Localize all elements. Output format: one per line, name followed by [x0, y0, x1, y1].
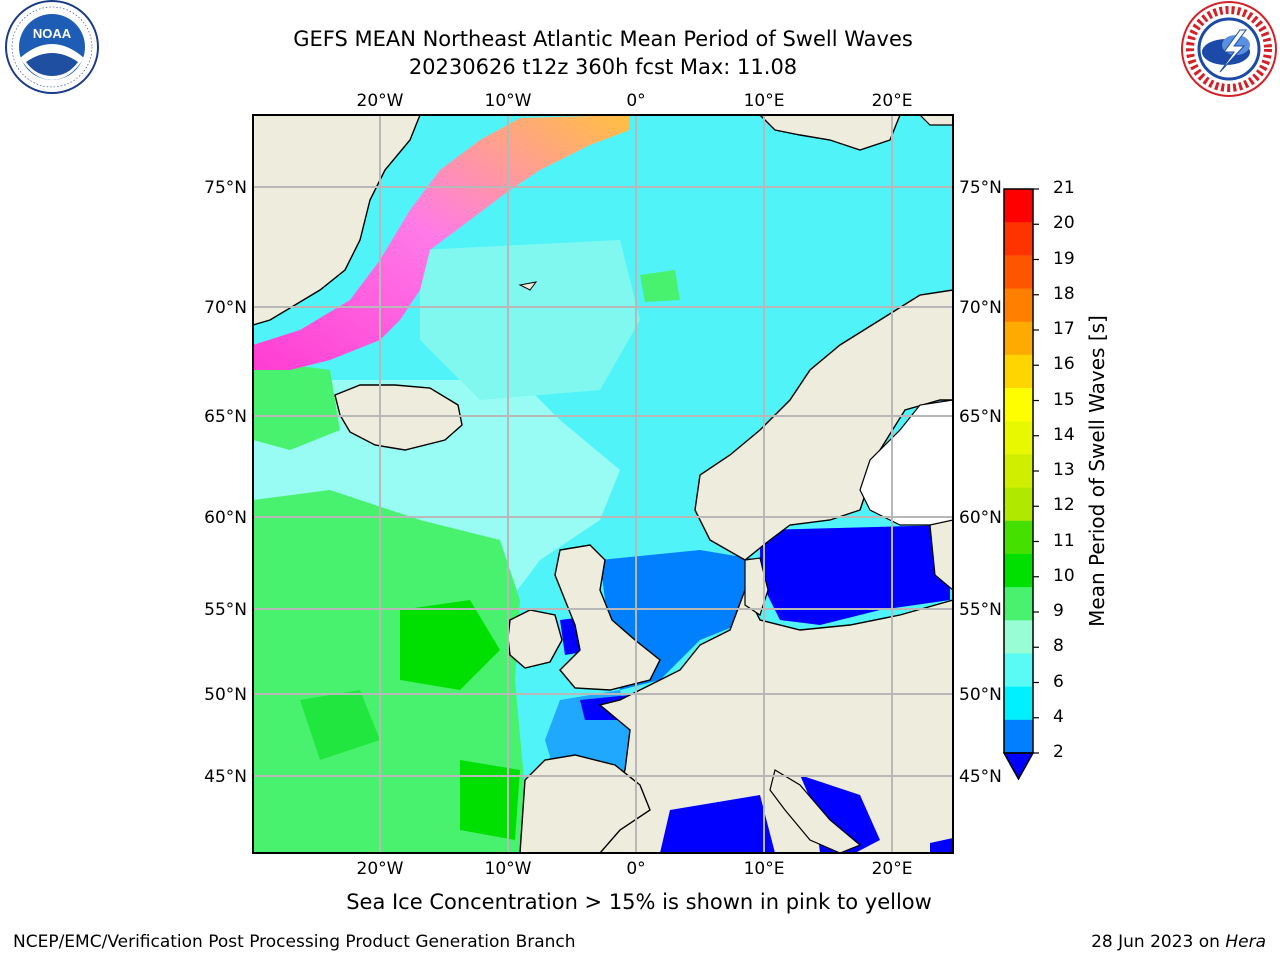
colorbar-swatch — [1004, 686, 1033, 721]
lat-label: 60°N — [204, 508, 247, 528]
colorbar-tick-label: 21 — [1053, 178, 1075, 198]
colorbar-tick-label: 14 — [1053, 424, 1075, 445]
colorbar-swatch — [1004, 354, 1033, 389]
colorbar-swatch — [1004, 321, 1033, 356]
colorbar-swatch — [1004, 189, 1033, 223]
colorbar-tick-label: 16 — [1053, 354, 1075, 375]
colorbar-swatch — [1004, 288, 1033, 323]
lat-label: 55°N — [959, 600, 1002, 620]
lat-label: 75°N — [959, 178, 1002, 198]
colorbar-swatch — [1004, 388, 1033, 422]
lat-label: 65°N — [204, 407, 247, 427]
lon-label: 20°E — [872, 91, 913, 111]
lat-label: 50°N — [959, 685, 1002, 705]
lat-label: 50°N — [204, 685, 247, 705]
chart-title: GEFS MEAN Northeast Atlantic Mean Period… — [293, 27, 913, 51]
lat-label: 70°N — [204, 298, 247, 318]
footer-branch: NCEP/EMC/Verification Post Processing Pr… — [13, 932, 576, 952]
colorbar-title: Mean Period of Swell Waves [s] — [1085, 315, 1109, 627]
noaa-logo: NOAA — [5, 0, 99, 94]
colorbar-tick-label: 11 — [1053, 530, 1075, 551]
colorbar-swatch — [1004, 487, 1033, 522]
svg-text:NOAA: NOAA — [33, 26, 72, 41]
colorbar-swatch — [1004, 653, 1033, 688]
colorbar-swatch — [1004, 255, 1033, 290]
lon-label: 0° — [626, 91, 645, 111]
lon-label: 20°E — [872, 859, 913, 879]
lon-label: 20°W — [357, 859, 404, 879]
colorbar-swatch — [1004, 421, 1033, 455]
colorbar-swatch — [1004, 719, 1033, 754]
colorbar-swatch — [1004, 222, 1033, 256]
lat-label: 70°N — [959, 298, 1002, 318]
lat-labels-left: 75°N 70°N 65°N 60°N 55°N 50°N 45°N — [204, 178, 247, 787]
colorbar-tick-label: 19 — [1053, 248, 1075, 269]
colorbar-swatch — [1004, 620, 1033, 654]
sea-ice-note: Sea Ice Concentration > 15% is shown in … — [346, 890, 932, 914]
graticule — [253, 115, 953, 853]
lon-label: 20°W — [357, 91, 404, 111]
colorbar-tick-label: 13 — [1053, 460, 1075, 480]
colorbar-tick-label: 8 — [1053, 636, 1064, 657]
colorbar-tick-label: 10 — [1053, 565, 1075, 586]
colorbar-tick-label: 9 — [1053, 601, 1064, 621]
map-frame — [252, 114, 954, 854]
colorbar-tick-label: 12 — [1053, 495, 1075, 516]
colorbar-tick-label: 20 — [1053, 213, 1075, 234]
lon-label: 10°W — [485, 859, 532, 879]
lon-labels-top: 20°W 10°W 0° 10°E 20°E — [357, 91, 913, 111]
lon-label: 10°E — [744, 91, 785, 111]
colorbar-tick-label: 15 — [1053, 389, 1075, 410]
footer-date-text: 28 Jun 2023 on — [1091, 932, 1226, 952]
footer-machine: Hera — [1225, 932, 1266, 952]
lat-label: 65°N — [959, 407, 1002, 427]
lat-label: 60°N — [959, 508, 1002, 528]
colorbar-extend-arrow — [1002, 752, 1035, 781]
colorbar-tick-label: 18 — [1053, 283, 1075, 304]
colorbar — [1002, 188, 1039, 781]
lat-label: 45°N — [959, 767, 1002, 787]
chart-subtitle: 20230626 t12z 360h fcst Max: 11.08 — [408, 55, 798, 79]
lat-label: 45°N — [204, 767, 247, 787]
colorbar-swatch — [1004, 553, 1033, 588]
colorbar-swatch — [1004, 587, 1033, 621]
lon-label: 0° — [626, 859, 645, 879]
colorbar-tick-label: 17 — [1053, 319, 1075, 339]
lon-label: 10°W — [485, 91, 532, 111]
lat-labels-right: 75°N 70°N 65°N 60°N 55°N 50°N 45°N — [959, 178, 1002, 787]
nws-logo — [1181, 1, 1277, 97]
lon-labels-bottom: 20°W 10°W 0° 10°E 20°E — [357, 859, 913, 879]
lat-label: 75°N — [204, 178, 247, 198]
lon-label: 10°E — [744, 859, 785, 879]
colorbar-swatch — [1004, 454, 1033, 489]
colorbar-tick-label: 4 — [1053, 706, 1064, 727]
colorbar-tick-label: 6 — [1053, 671, 1064, 692]
map-area — [253, 115, 953, 853]
colorbar-tick-label: 2 — [1053, 742, 1064, 762]
lat-label: 55°N — [204, 600, 247, 620]
colorbar-swatch — [1004, 520, 1033, 555]
footer-date: 28 Jun 2023 on Hera — [1091, 932, 1266, 952]
